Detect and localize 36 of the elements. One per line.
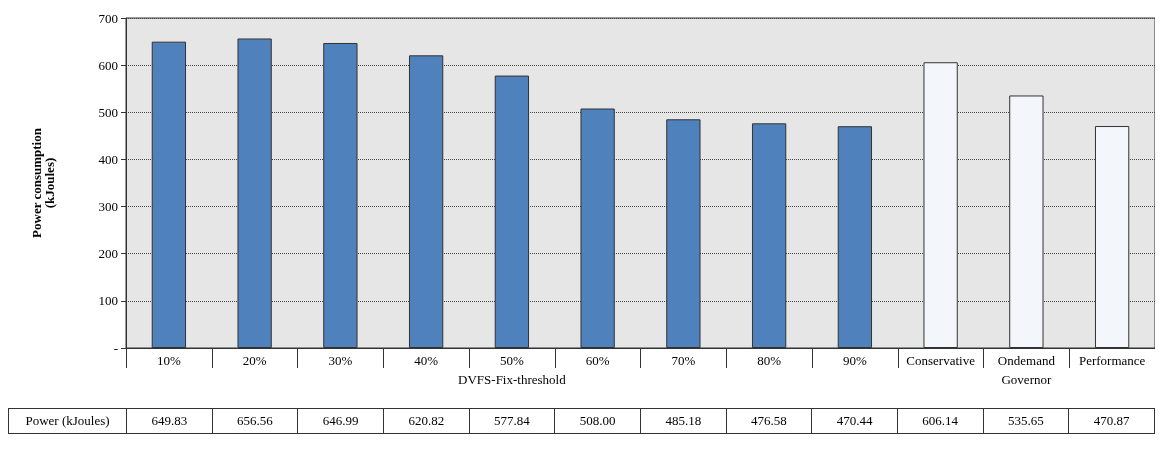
data-label: 606.14	[897, 408, 984, 434]
x-tick-label: 90%	[842, 353, 867, 368]
data-label: 656.56	[212, 408, 298, 434]
data-label: 485.18	[640, 408, 727, 434]
x-tick-label: 20%	[242, 353, 267, 368]
text: DVFS-Fix-threshold	[458, 372, 567, 387]
data-label: 470.87	[1068, 408, 1155, 434]
data-label: 476.58	[726, 408, 812, 434]
x-tick-label: 40%	[414, 353, 439, 368]
y-tick-label: -	[113, 340, 118, 356]
x-tick-label: 80%	[757, 353, 782, 368]
text: Governor	[1001, 372, 1052, 387]
y-tick-label: 500	[98, 104, 118, 120]
data-label: 649.83	[126, 408, 213, 434]
x-tick-label: 70%	[671, 353, 696, 368]
y-tick-label: 100	[98, 293, 118, 309]
data-label: 577.84	[469, 408, 555, 434]
x-tick-label: Performance	[1078, 353, 1146, 368]
x-tick-label: 10%	[156, 353, 181, 368]
y-tick-label: 400	[98, 151, 118, 167]
data-label: 470.44	[811, 408, 898, 434]
data-label: 508.00	[554, 408, 641, 434]
y-tick-label: 600	[98, 57, 118, 73]
data-label: 535.65	[983, 408, 1069, 434]
data-label: 646.99	[297, 408, 384, 434]
y-tick-label: 300	[98, 199, 118, 215]
x-tick-label: 30%	[328, 353, 353, 368]
x-tick-label: 60%	[585, 353, 610, 368]
x-tick-label: 50%	[499, 353, 524, 368]
y-tick-label: 200	[98, 246, 118, 262]
x-tick-label: Ondemand	[997, 353, 1056, 368]
y-axis-title: Power consumption (kJoules)	[29, 127, 57, 238]
x-tick-label: Conservative	[906, 353, 976, 368]
text: Power (kJoules)	[8, 408, 127, 434]
y-tick-label: 700	[98, 10, 118, 26]
data-label: 620.82	[383, 408, 470, 434]
